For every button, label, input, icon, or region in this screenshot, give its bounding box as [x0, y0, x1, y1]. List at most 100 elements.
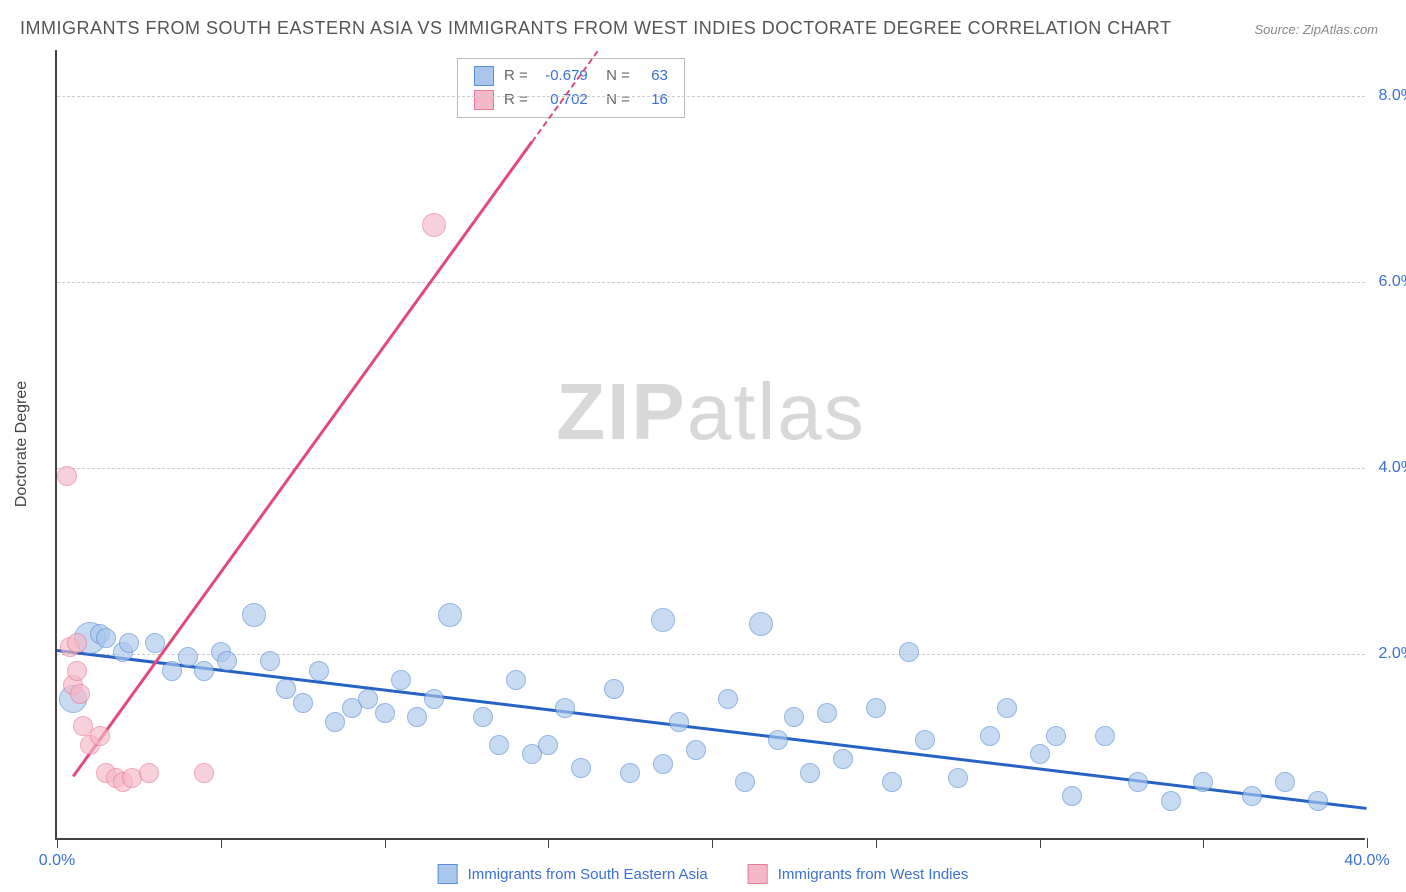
gridline: [57, 468, 1365, 469]
data-point: [358, 689, 378, 709]
data-point: [718, 689, 738, 709]
data-point: [67, 633, 87, 653]
y-tick-label: 8.0%: [1379, 87, 1406, 105]
data-point: [309, 661, 329, 681]
data-point: [817, 703, 837, 723]
data-point: [571, 758, 591, 778]
data-point: [669, 712, 689, 732]
data-point: [1095, 726, 1115, 746]
gridline: [57, 282, 1365, 283]
data-point: [768, 730, 788, 750]
data-point: [178, 647, 198, 667]
legend-swatch: [748, 864, 768, 884]
data-point: [653, 754, 673, 774]
x-tick-label: 40.0%: [1344, 852, 1389, 870]
data-point: [1308, 791, 1328, 811]
trend-line: [57, 649, 1367, 809]
legend-label: Immigrants from South Eastern Asia: [468, 866, 708, 883]
data-point: [651, 608, 675, 632]
watermark-bold: ZIP: [556, 367, 686, 456]
data-point: [1193, 772, 1213, 792]
x-tick: [548, 838, 549, 848]
data-point: [473, 707, 493, 727]
x-tick: [221, 838, 222, 848]
data-point: [1046, 726, 1066, 746]
bottom-legend: Immigrants from South Eastern Asia Immigr…: [438, 864, 969, 884]
data-point: [119, 633, 139, 653]
watermark: ZIPatlas: [556, 366, 865, 458]
data-point: [438, 603, 462, 627]
stat-n-label: N =: [598, 88, 630, 112]
data-point: [506, 670, 526, 690]
data-point: [407, 707, 427, 727]
data-point: [800, 763, 820, 783]
legend-swatch: [438, 864, 458, 884]
data-point: [1161, 791, 1181, 811]
legend-swatch: [474, 90, 494, 110]
data-point: [686, 740, 706, 760]
data-point: [57, 466, 77, 486]
data-point: [1242, 786, 1262, 806]
data-point: [620, 763, 640, 783]
data-point: [67, 661, 87, 681]
data-point: [293, 693, 313, 713]
legend-label: Immigrants from West Indies: [778, 866, 969, 883]
gridline: [57, 96, 1365, 97]
stat-r-label: R =: [504, 88, 528, 112]
x-tick: [1040, 838, 1041, 848]
stat-n-value: 16: [640, 88, 668, 112]
stats-row: R = 0.702 N = 16: [474, 88, 668, 112]
data-point: [1128, 772, 1148, 792]
data-point: [1062, 786, 1082, 806]
x-tick: [712, 838, 713, 848]
x-tick: [1203, 838, 1204, 848]
chart-title: IMMIGRANTS FROM SOUTH EASTERN ASIA VS IM…: [20, 18, 1171, 39]
x-tick-label: 0.0%: [39, 852, 75, 870]
data-point: [391, 670, 411, 690]
stat-r-label: R =: [504, 64, 528, 88]
data-point: [139, 763, 159, 783]
stat-n-label: N =: [598, 64, 630, 88]
data-point: [866, 698, 886, 718]
x-tick: [385, 838, 386, 848]
y-tick-label: 2.0%: [1379, 645, 1406, 663]
stat-n-value: 63: [640, 64, 668, 88]
source-attribution: Source: ZipAtlas.com: [1254, 22, 1378, 37]
data-point: [422, 213, 446, 237]
data-point: [833, 749, 853, 769]
data-point: [375, 703, 395, 723]
y-axis-label: Doctorate Degree: [13, 381, 31, 507]
data-point: [1275, 772, 1295, 792]
data-point: [276, 679, 296, 699]
legend-swatch: [474, 66, 494, 86]
y-tick-label: 6.0%: [1379, 273, 1406, 291]
watermark-light: atlas: [687, 367, 866, 456]
x-tick: [1367, 838, 1368, 848]
data-point: [980, 726, 1000, 746]
data-point: [604, 679, 624, 699]
data-point: [325, 712, 345, 732]
data-point: [915, 730, 935, 750]
legend-item: Immigrants from South Eastern Asia: [438, 864, 708, 884]
plot-area: Doctorate Degree ZIPatlas R = -0.679 N =…: [55, 50, 1365, 840]
data-point: [489, 735, 509, 755]
data-point: [70, 684, 90, 704]
data-point: [948, 768, 968, 788]
x-tick: [876, 838, 877, 848]
data-point: [997, 698, 1017, 718]
data-point: [260, 651, 280, 671]
data-point: [749, 612, 773, 636]
x-tick: [57, 838, 58, 848]
data-point: [735, 772, 755, 792]
legend-item: Immigrants from West Indies: [748, 864, 969, 884]
data-point: [96, 628, 116, 648]
data-point: [538, 735, 558, 755]
y-tick-label: 4.0%: [1379, 459, 1406, 477]
data-point: [555, 698, 575, 718]
data-point: [899, 642, 919, 662]
data-point: [424, 689, 444, 709]
data-point: [784, 707, 804, 727]
data-point: [217, 651, 237, 671]
data-point: [194, 661, 214, 681]
data-point: [162, 661, 182, 681]
